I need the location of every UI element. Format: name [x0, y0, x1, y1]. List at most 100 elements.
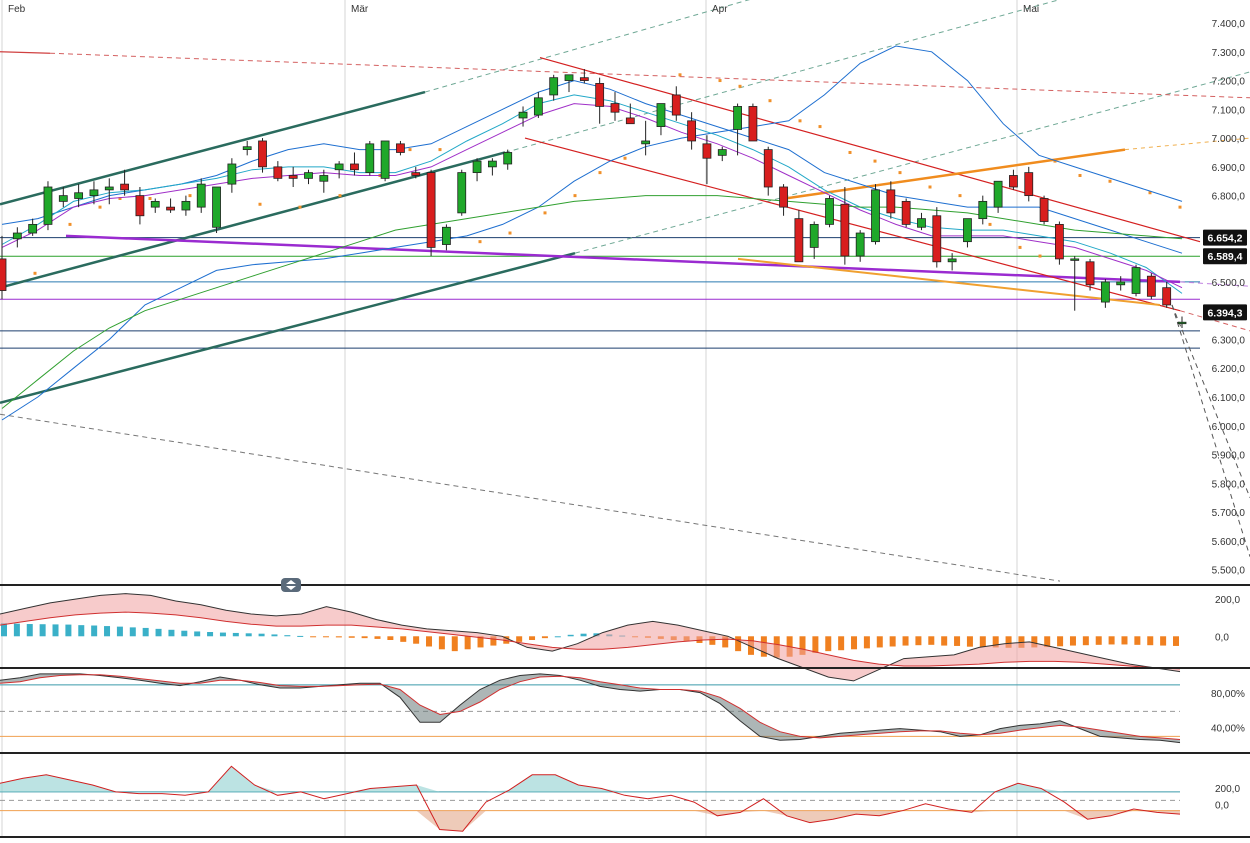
parabolic-sar-dot [1038, 254, 1042, 258]
candle-body-up [304, 172, 313, 179]
parabolic-sar-dot [438, 148, 442, 152]
candle-body-down [671, 94, 681, 116]
candle [641, 120, 651, 156]
macd-histogram-bar [889, 636, 896, 647]
candle [1039, 195, 1049, 225]
candle-body-up [89, 189, 99, 197]
candle-body-down [1085, 261, 1095, 286]
candle-body-down [840, 203, 850, 257]
macd-histogram-bar [722, 636, 729, 648]
macd-histogram-bar [207, 632, 214, 637]
bollinger-lower-band [1, 45, 1183, 421]
candle [503, 149, 513, 170]
candle-body-down [610, 103, 620, 113]
macd-histogram-bar [232, 632, 239, 637]
price-label: 6.654,2 [1203, 229, 1247, 246]
price-label-box [1203, 248, 1247, 265]
candle-body-up [487, 160, 497, 168]
month-label: Feb [8, 4, 26, 15]
parabolic-sar-dot [338, 194, 342, 198]
candle-body-up [150, 200, 160, 208]
macd-histogram-bar [477, 636, 484, 648]
parabolic-sar-dot [1078, 173, 1082, 177]
candle [702, 135, 712, 185]
macd-histogram-bar [1173, 636, 1179, 646]
parabolic-sar-dot [478, 240, 482, 244]
trendline-red-top-ext [49, 52, 1250, 99]
y-tick-label: 7.200,0 [1212, 77, 1246, 88]
macd-histogram-bar [438, 636, 445, 650]
candle [74, 184, 84, 208]
candle-body-down [166, 206, 175, 211]
parabolic-sar-dot [148, 197, 152, 201]
candle [1146, 273, 1156, 300]
candle-body-up [104, 186, 114, 191]
macd-histogram-bar [580, 633, 587, 637]
candle-body-up [1131, 267, 1141, 294]
y-tick-label: 6.200,0 [1212, 364, 1246, 375]
cci-line [0, 765, 1181, 832]
macd-histogram-bar [91, 625, 98, 637]
price-label: 6.589,4 [1203, 248, 1247, 265]
candle-body-up [181, 200, 191, 211]
stoch-tick-label: 40,00% [1211, 723, 1245, 734]
candle [763, 146, 773, 196]
candle-body-down [794, 218, 804, 263]
macd-histogram-bar [426, 636, 433, 647]
macd-histogram-bar [181, 630, 188, 637]
candle-body-down [1009, 175, 1018, 188]
y-tick-label: 6.800,0 [1212, 192, 1246, 203]
parabolic-sar-dot [298, 205, 302, 209]
macd-histogram-bar [65, 624, 72, 637]
cci-panel [0, 765, 1181, 832]
candle [533, 92, 543, 118]
y-tick-label: 6.300,0 [1212, 335, 1246, 346]
cci-tick-label: 200,0 [1215, 784, 1240, 795]
macd-panel [0, 593, 1181, 682]
parabolic-sar-dot [543, 211, 547, 215]
candle [365, 140, 375, 176]
candle [1024, 166, 1034, 202]
candle [334, 161, 344, 179]
candle-body-down [901, 200, 911, 225]
candle [687, 112, 697, 150]
macd-histogram-bar [954, 636, 961, 646]
candle-body-up [212, 186, 221, 228]
candle [656, 103, 666, 136]
candle-body-up [978, 200, 988, 220]
trendline-purple [65, 234, 1181, 284]
candle [1100, 279, 1110, 308]
candle-body-up [871, 189, 880, 243]
macd-histogram-bar [554, 636, 561, 638]
bollinger-middle-band [1, 94, 1183, 294]
macd-histogram-bar [1057, 636, 1064, 647]
candle-body-down [702, 143, 712, 159]
candle-body-up [365, 143, 375, 174]
y-tick-label: 5.600,0 [1212, 537, 1246, 548]
macd-histogram-bar [464, 636, 471, 650]
y-tick-label: 6.500,0 [1212, 278, 1246, 289]
price-label-text: 6.394,3 [1207, 307, 1242, 319]
candle-body-down [1024, 172, 1034, 197]
candle-body-up [518, 111, 528, 119]
panel-resize-handle[interactable] [281, 578, 301, 592]
candle [411, 166, 421, 179]
candle-body-up [12, 232, 22, 240]
parabolic-sar-dot [1178, 205, 1182, 209]
candle [1162, 281, 1172, 308]
stoch-tick-label: 80,00% [1211, 689, 1245, 700]
macd-histogram-bar [168, 629, 175, 637]
trendline-layer [0, 0, 1250, 582]
month-label: Mai [1023, 4, 1039, 15]
candle-body-up [472, 160, 482, 174]
price-label-text: 6.654,2 [1207, 233, 1242, 245]
candle-body-down [579, 77, 589, 81]
macd-histogram-bar [129, 627, 136, 637]
candle [564, 74, 574, 93]
candle [809, 221, 819, 259]
parabolic-sar-dot [958, 194, 962, 198]
trendline-orange-down [737, 257, 1161, 306]
candle [319, 169, 329, 193]
macd-histogram-bar [979, 636, 986, 648]
